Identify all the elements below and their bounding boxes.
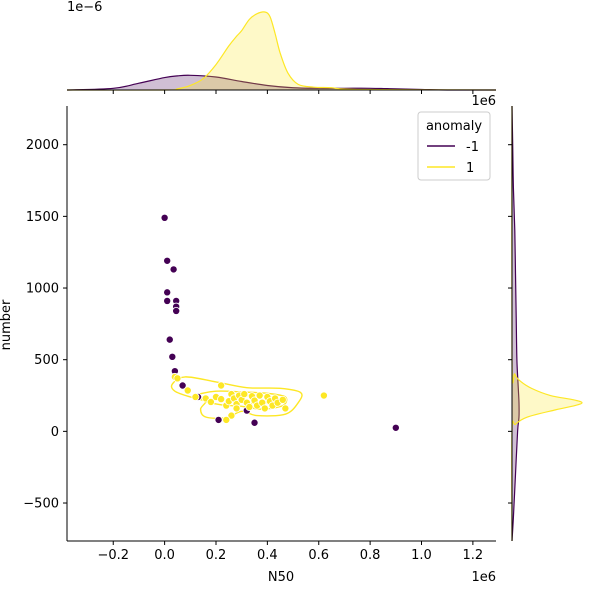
scatter-point: [281, 404, 290, 413]
y-tick-label: −500: [23, 497, 59, 512]
scatter-point: [217, 381, 226, 390]
x-tick-label: −0.2: [97, 548, 129, 563]
y-tick-label: 1000: [26, 282, 59, 297]
y-tick-label: 1500: [26, 210, 59, 225]
scatter-point: [391, 423, 400, 432]
y-tick-label: 2000: [26, 138, 59, 153]
scatter-point: [178, 381, 187, 390]
scatter-point: [217, 395, 226, 404]
x-tick-label: 0.8: [360, 548, 381, 563]
right-density-line-0: [511, 105, 520, 542]
scatter-point: [227, 411, 236, 420]
scatter-point: [163, 256, 172, 265]
x-tick-label: 0.4: [257, 548, 278, 563]
legend-label-neg1: -1: [466, 140, 479, 155]
scatter-point: [250, 418, 259, 427]
y-tick-label: 0: [51, 425, 59, 440]
right-marginal-density: [511, 105, 583, 542]
scatter-point: [163, 296, 172, 305]
scatter-points: [160, 213, 400, 432]
scatter-point: [260, 404, 269, 413]
x-tick-label: 1.2: [463, 548, 484, 563]
top-density-fill-0: [67, 75, 496, 91]
scatter-point: [173, 374, 182, 383]
scatter-point: [240, 390, 249, 399]
scatter-point: [183, 386, 192, 395]
axes: [66, 106, 496, 542]
x-offset-label: 1e6: [471, 570, 496, 585]
top-marginal-density: [66, 11, 497, 91]
legend-title: anomaly: [426, 119, 482, 134]
scatter-point: [168, 352, 177, 361]
right-density-line-1: [511, 105, 583, 542]
y-axis-label: number: [0, 299, 14, 350]
top-density-line-1: [66, 11, 497, 91]
scatter-point: [172, 306, 181, 315]
x-tick-label: 0.6: [308, 548, 329, 563]
scatter-point: [206, 397, 215, 406]
y-offset-label-top: 1e−6: [67, 0, 102, 15]
x-tick-label: 1.0: [411, 548, 432, 563]
scatter-point: [191, 392, 200, 401]
top-density-line-0: [66, 74, 497, 91]
scatter-point: [169, 265, 178, 274]
scatter-point: [160, 213, 169, 222]
scatter-point: [232, 404, 241, 413]
scatter-point: [255, 391, 264, 400]
ticks: −0.2 0.0 0.2 0.4 0.6 0.8 1.0 1.2 −500 0 500 1000 150…: [23, 90, 512, 563]
y-tick-label: 500: [34, 353, 59, 368]
y-offset-label-right: 1e6: [471, 94, 496, 109]
top-density-fill-1: [67, 11, 496, 91]
scatter-point: [214, 415, 223, 424]
x-tick-label: 0.2: [206, 548, 227, 563]
scatter-point: [319, 391, 328, 400]
legend-label-1: 1: [466, 161, 474, 176]
legend: anomaly -1 1: [417, 111, 491, 181]
x-tick-label: 0.0: [154, 548, 175, 563]
scatter-point: [163, 288, 172, 297]
scatter-point: [165, 335, 174, 344]
scatter-point: [245, 402, 254, 411]
scatter-point: [278, 395, 287, 404]
x-axis-label: N50: [268, 570, 294, 585]
scatter-point: [222, 415, 231, 424]
right-density-fill-1: [511, 106, 583, 541]
